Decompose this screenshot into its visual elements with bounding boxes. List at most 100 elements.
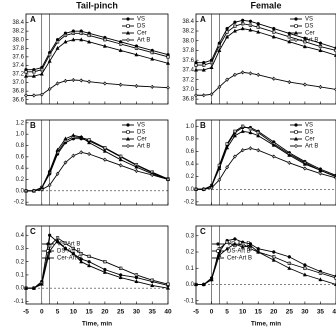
plot-frame bbox=[195, 13, 336, 105]
y-tick-label: 0.3 bbox=[186, 233, 195, 239]
plot-frame bbox=[25, 13, 169, 105]
y-tick-label: 0.0 bbox=[186, 187, 195, 193]
x-tick-label: 5 bbox=[225, 309, 229, 316]
legend-label: DS bbox=[137, 24, 145, 30]
legend-marker bbox=[293, 136, 299, 141]
y-tick-label: -0.1 bbox=[184, 298, 195, 304]
x-tick-label: 25 bbox=[286, 309, 294, 316]
legend-marker bbox=[216, 242, 220, 246]
y-tick-label: 37.6 bbox=[12, 54, 24, 60]
series-line bbox=[26, 32, 169, 73]
y-tick-label: 37.8 bbox=[12, 46, 24, 52]
series-line bbox=[26, 39, 169, 77]
y-tick-label: 0.2 bbox=[186, 174, 195, 180]
series-line bbox=[196, 28, 336, 71]
y-tick-label: 38.2 bbox=[182, 29, 194, 35]
x-tick-label: 10 bbox=[239, 309, 247, 316]
legend-label: VS-Art B bbox=[57, 242, 80, 248]
x-tick-label: 30 bbox=[133, 309, 141, 316]
y-tick-label: 0.4 bbox=[16, 233, 25, 239]
y-tick-label: 36.8 bbox=[182, 97, 194, 103]
y-tick-label: 0.2 bbox=[16, 177, 25, 183]
legend-marker bbox=[126, 123, 130, 127]
x-tick-label: 10 bbox=[70, 309, 78, 316]
legend-marker bbox=[126, 143, 130, 149]
y-tick-label: 0.6 bbox=[16, 154, 25, 160]
legend-label: VS bbox=[305, 123, 313, 129]
legend-marker bbox=[126, 130, 130, 134]
legend-label: Art B bbox=[137, 38, 150, 44]
y-tick-label: 38.0 bbox=[12, 37, 24, 43]
y-tick-label: 37.0 bbox=[12, 80, 24, 86]
y-tick-label: 0.8 bbox=[16, 143, 25, 149]
legend-label: Art B bbox=[305, 144, 318, 150]
legend-marker bbox=[45, 255, 51, 260]
x-tick-label: 25 bbox=[117, 309, 125, 316]
legend-label: Cer bbox=[137, 31, 147, 37]
series-line bbox=[196, 19, 336, 64]
legend-marker bbox=[215, 255, 221, 260]
legend-marker bbox=[294, 17, 298, 21]
y-tick-label: 37.0 bbox=[182, 87, 194, 93]
legend-label: Cer bbox=[305, 31, 315, 37]
y-tick-label: -0.2 bbox=[14, 200, 25, 206]
x-tick-label: -5 bbox=[23, 309, 29, 316]
y-tick-label: -0.1 bbox=[14, 299, 25, 305]
y-tick-label: -0.2 bbox=[184, 199, 195, 205]
x-tick-label: 5 bbox=[56, 309, 60, 316]
panel-label: A bbox=[200, 15, 206, 24]
series-line bbox=[26, 237, 169, 289]
legend-label: VS bbox=[137, 123, 145, 129]
panel-label: B bbox=[30, 121, 36, 130]
legend-label: DS bbox=[305, 130, 313, 136]
series-line bbox=[196, 127, 336, 190]
legend-marker bbox=[125, 136, 131, 141]
chart-title: Female bbox=[250, 0, 281, 10]
legend-marker bbox=[126, 17, 130, 21]
plot-frame bbox=[25, 119, 169, 206]
series-line bbox=[26, 134, 169, 192]
y-tick-label: 0.4 bbox=[186, 162, 195, 168]
series-line bbox=[196, 71, 336, 96]
legend-label: Cer bbox=[305, 137, 315, 143]
x-tick-label: 0 bbox=[210, 309, 214, 316]
legend-label: DS-Art B bbox=[227, 249, 251, 255]
y-tick-label: 36.8 bbox=[12, 89, 24, 95]
y-tick-label: 1.0 bbox=[186, 124, 195, 130]
x-tick-label: 0 bbox=[40, 309, 44, 316]
legend-label: DS-Art B bbox=[57, 249, 81, 255]
legend-marker bbox=[126, 37, 130, 43]
point bbox=[334, 48, 336, 53]
legend-marker bbox=[294, 130, 298, 134]
x-tick-label: 20 bbox=[101, 309, 109, 316]
y-tick-label: 0.0 bbox=[16, 286, 25, 292]
legend-marker bbox=[216, 249, 220, 253]
series-line bbox=[196, 147, 336, 190]
y-tick-label: 38.4 bbox=[182, 19, 194, 25]
series-line bbox=[196, 243, 336, 285]
legend-label: VS bbox=[137, 17, 145, 23]
series-line bbox=[196, 130, 336, 190]
legend-marker bbox=[294, 37, 298, 43]
series-line bbox=[26, 79, 169, 96]
y-tick-label: 0.0 bbox=[186, 282, 195, 288]
point bbox=[334, 276, 336, 280]
y-tick-label: 38.4 bbox=[12, 20, 24, 26]
y-tick-label: 37.4 bbox=[182, 68, 194, 74]
y-tick-label: 0.2 bbox=[16, 259, 25, 265]
y-tick-label: 37.8 bbox=[182, 48, 194, 54]
legend-label: Art B bbox=[305, 38, 318, 44]
series-line bbox=[196, 125, 336, 190]
legend-label: Cer-Art B bbox=[57, 256, 82, 262]
panel-label: C bbox=[30, 227, 36, 236]
y-tick-label: 37.2 bbox=[12, 72, 24, 78]
x-axis-label: Time, min bbox=[82, 321, 112, 328]
legend-marker bbox=[294, 143, 298, 149]
legend-label: VS bbox=[305, 17, 313, 23]
y-tick-label: 0.0 bbox=[16, 188, 25, 194]
series-line bbox=[26, 234, 169, 289]
legend-label: Cer-Art B bbox=[227, 256, 252, 262]
series-line bbox=[26, 239, 169, 289]
y-tick-label: 0.8 bbox=[186, 136, 195, 142]
panel-label: A bbox=[30, 15, 36, 24]
